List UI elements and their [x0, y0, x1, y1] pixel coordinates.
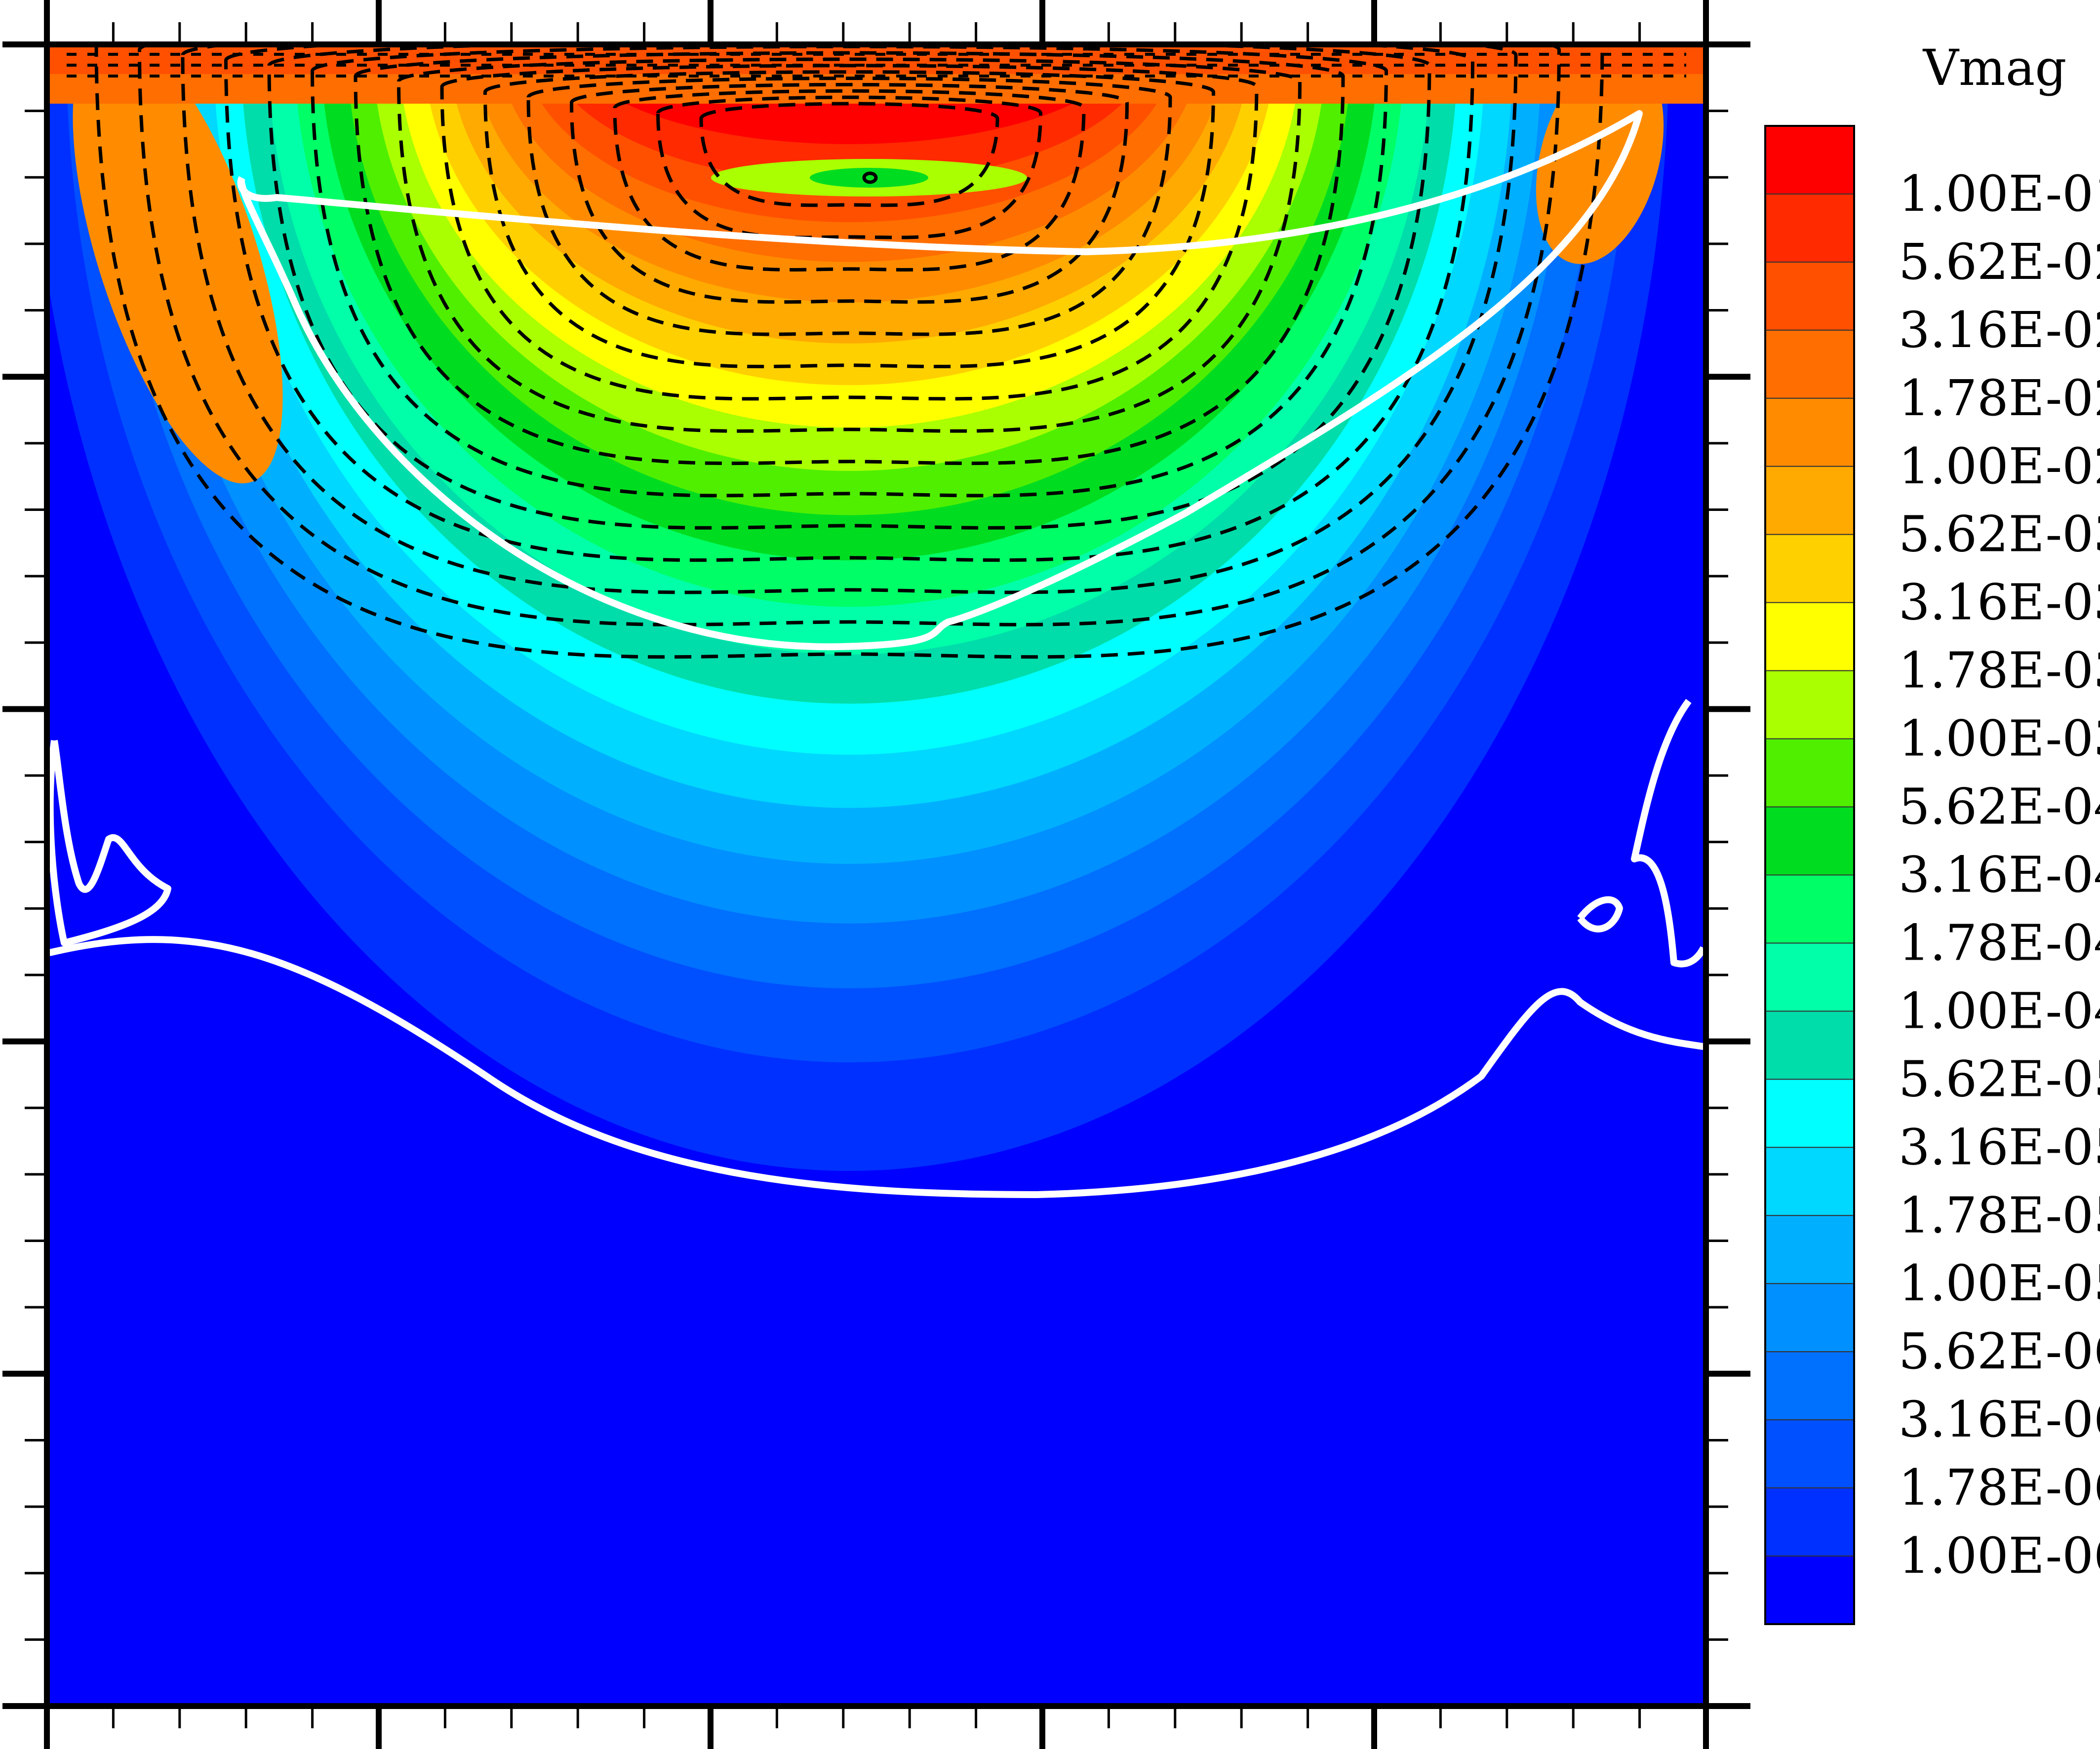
legend-label-9: 1.00E-03: [1899, 710, 2100, 768]
plot-frame: [44, 41, 1709, 1709]
legend-label-10: 5.62E-04: [1899, 778, 2100, 836]
axis-ticks: [2, 0, 1750, 1749]
legend-label-5: 1.00E-02: [1899, 437, 2100, 495]
legend-swatch-14: [1765, 1011, 1855, 1080]
legend-swatch-10: [1765, 738, 1855, 808]
legend-swatch-11: [1765, 806, 1855, 876]
legend-swatch-8: [1765, 602, 1855, 671]
legend-swatches: [1764, 125, 1855, 1625]
legend-swatch-2: [1765, 193, 1855, 263]
legend-label-14: 5.62E-05: [1899, 1050, 2100, 1108]
legend-labels: 1.00E-01 5.62E-02 3.16E-02 1.78E-02 1.00E-02…: [1899, 165, 2100, 1585]
streamline-14: [137, 44, 1561, 626]
legend-swatch-20: [1765, 1419, 1855, 1489]
streamline-6: [483, 70, 1216, 369]
legend-label-1: 1.00E-01: [1899, 165, 2100, 223]
legend-label-20: 1.78E-06: [1899, 1459, 2100, 1516]
vortex-eye: [862, 171, 878, 184]
white-contour-3: [47, 739, 171, 946]
legend-label-8: 1.78E-03: [1899, 642, 2100, 700]
legend-label-11: 3.16E-04: [1899, 846, 2100, 904]
legend-label-19: 3.16E-06: [1899, 1391, 2100, 1448]
legend-label-15: 3.16E-05: [1899, 1118, 2100, 1176]
legend-swatch-18: [1765, 1283, 1855, 1353]
legend-swatch-17: [1765, 1215, 1855, 1284]
legend-label-4: 1.78E-02: [1899, 369, 2100, 427]
vortex-core-center: [810, 168, 928, 188]
field-lobe-left: [73, 44, 283, 484]
plot-area: [2, 0, 1750, 1749]
legend-swatch-19: [1765, 1351, 1855, 1421]
legend-label-12: 1.78E-04: [1899, 914, 2100, 972]
legend-swatch-16: [1765, 1147, 1855, 1216]
legend-label-16: 1.78E-05: [1899, 1186, 2100, 1244]
legend-swatch-3: [1765, 261, 1855, 331]
color-legend: Vmag 1.00E-015.62E-023.16E-021.78E-021.0…: [1764, 39, 2100, 1625]
legend-swatch-9: [1765, 670, 1855, 739]
white-contour-2: [48, 936, 1704, 1198]
streamline-5: [526, 77, 1172, 336]
legend-swatch-13: [1765, 942, 1855, 1012]
white-contour-4: [1631, 699, 1706, 968]
streamline-8: [396, 57, 1302, 433]
legend-label-17: 1.00E-05: [1899, 1254, 2100, 1312]
streamline-4: [569, 82, 1129, 304]
legend-swatch-15: [1765, 1079, 1855, 1148]
legend-title: Vmag: [1923, 39, 2067, 97]
legend-swatch-21: [1765, 1487, 1855, 1557]
streamline-2: [656, 95, 1043, 239]
legend-label-2: 5.62E-02: [1899, 233, 2100, 291]
streamline-1: [699, 102, 999, 207]
legend-swatch-12: [1765, 874, 1855, 944]
white-contour-lines: [47, 110, 1706, 1198]
legend-swatch-6: [1765, 466, 1855, 535]
legend-swatch-4: [1765, 329, 1855, 399]
legend-swatch-7: [1765, 534, 1855, 603]
legend-label-3: 3.16E-02: [1899, 301, 2100, 359]
field-lobe-right: [1536, 52, 1664, 264]
legend-swatch-22: [1765, 1555, 1855, 1625]
streamline-15: [94, 44, 1604, 659]
legend-label-6: 5.62E-03: [1899, 505, 2100, 563]
legend-label-18: 5.62E-06: [1899, 1322, 2100, 1380]
legend-label-21: 1.00E-06: [1899, 1527, 2100, 1585]
white-contour-5: [1577, 896, 1623, 933]
legend-label-7: 3.16E-03: [1899, 574, 2100, 631]
legend-label-13: 1.00E-04: [1899, 982, 2100, 1040]
legend-swatch-1: [1765, 125, 1855, 194]
streamline-13: [181, 44, 1518, 594]
legend-swatch-5: [1765, 397, 1855, 467]
white-contour-1: [237, 110, 1643, 651]
